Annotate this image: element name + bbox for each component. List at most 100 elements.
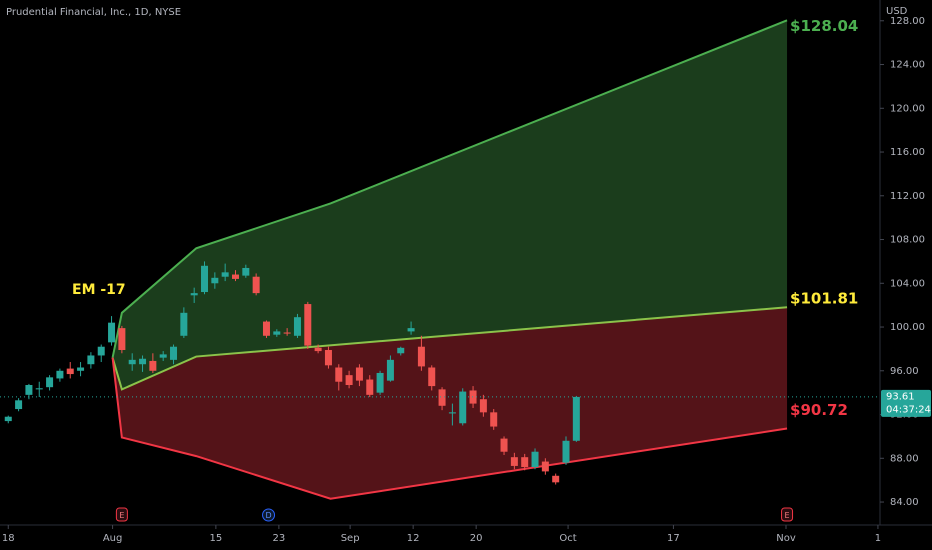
candle-body bbox=[35, 388, 43, 390]
candle-body bbox=[128, 359, 136, 365]
y-tick-label: 128.00 bbox=[890, 16, 925, 27]
candle-body bbox=[273, 331, 281, 335]
candle-body bbox=[479, 399, 487, 413]
candle-body bbox=[355, 367, 363, 381]
candle-body bbox=[87, 355, 95, 365]
candle-body bbox=[386, 359, 394, 381]
y-tick-label: 96.00 bbox=[890, 366, 919, 377]
candle-body bbox=[490, 412, 498, 427]
upper-band-line bbox=[111, 19, 788, 358]
candle-body bbox=[459, 391, 467, 424]
candle-body bbox=[314, 347, 322, 352]
candle-body bbox=[118, 328, 126, 350]
y-tick-label: 88.00 bbox=[890, 453, 919, 464]
candle-body bbox=[541, 461, 549, 472]
event-label: E bbox=[119, 511, 124, 520]
candle-body bbox=[335, 367, 343, 382]
candle-body bbox=[304, 304, 312, 346]
price-tag-value: 93.61 bbox=[886, 391, 915, 402]
lower-zone bbox=[112, 307, 788, 499]
chart-title: Prudential Financial, Inc., 1D, NYSE bbox=[6, 7, 181, 18]
y-tick-label: 112.00 bbox=[890, 191, 925, 202]
candle-body bbox=[448, 412, 456, 414]
x-tick-label: Oct bbox=[559, 533, 576, 544]
x-tick-label: 12 bbox=[407, 533, 420, 544]
candle-body bbox=[417, 346, 425, 367]
x-tick-label: 17 bbox=[667, 533, 680, 544]
dividend-marker bbox=[262, 508, 276, 522]
candle-body bbox=[170, 346, 178, 360]
candle-body bbox=[221, 272, 229, 277]
candle-body bbox=[139, 358, 147, 365]
candle-body bbox=[211, 277, 219, 284]
upper-band-label: $128.04 bbox=[790, 17, 858, 35]
event-label: D bbox=[265, 511, 271, 520]
candle-body bbox=[510, 457, 518, 466]
candle-body bbox=[521, 457, 529, 468]
candle-body bbox=[572, 396, 580, 441]
price-tag-countdown: 04:37:24 bbox=[886, 404, 931, 415]
candle-body bbox=[25, 385, 33, 395]
candle-body bbox=[397, 347, 405, 354]
candle-body bbox=[159, 354, 167, 358]
candle-body bbox=[500, 438, 508, 452]
x-tick-label: 1 bbox=[875, 533, 881, 544]
y-tick-label: 120.00 bbox=[890, 103, 925, 114]
candle-body bbox=[77, 367, 85, 371]
x-tick-label: Aug bbox=[103, 533, 123, 544]
y-tick-label: 108.00 bbox=[890, 235, 925, 246]
candle-body bbox=[190, 293, 198, 296]
x-tick-label: 15 bbox=[210, 533, 223, 544]
candle-body bbox=[438, 389, 446, 406]
x-tick-label: 20 bbox=[470, 533, 483, 544]
candle-body bbox=[97, 346, 105, 356]
x-tick-label: Nov bbox=[776, 533, 796, 544]
x-tick-label: 18 bbox=[2, 533, 15, 544]
y-tick-label: 116.00 bbox=[890, 147, 925, 158]
candle-body bbox=[149, 360, 157, 371]
candle-body bbox=[15, 400, 23, 410]
candle-body bbox=[552, 475, 560, 483]
earnings-marker bbox=[781, 507, 794, 522]
candle-body bbox=[46, 377, 54, 388]
candle-body bbox=[366, 379, 374, 395]
candle-body bbox=[56, 370, 64, 379]
upper-zone bbox=[112, 20, 788, 390]
y-tick-label: 124.00 bbox=[890, 60, 925, 71]
candle-body bbox=[531, 451, 539, 468]
candle-body bbox=[4, 416, 12, 422]
candle-body bbox=[252, 276, 260, 294]
earnings-marker bbox=[115, 507, 128, 522]
lower-band-line bbox=[111, 357, 788, 500]
candle-body bbox=[293, 317, 301, 336]
candle-body bbox=[242, 267, 250, 276]
lower-band-label: $90.72 bbox=[790, 401, 848, 419]
x-tick-label: Sep bbox=[341, 533, 360, 544]
candle-body bbox=[201, 265, 209, 293]
y-tick-label: 100.00 bbox=[890, 322, 925, 333]
event-label: E bbox=[785, 511, 790, 520]
candle-body bbox=[428, 367, 436, 387]
candle-body bbox=[376, 372, 384, 393]
currency: USD bbox=[886, 6, 908, 17]
candle-body bbox=[562, 440, 570, 463]
candle-body bbox=[108, 322, 116, 343]
x-tick-label: 23 bbox=[273, 533, 286, 544]
y-tick-label: 84.00 bbox=[890, 497, 919, 508]
price-tag bbox=[881, 389, 931, 417]
candle-body bbox=[407, 328, 415, 332]
middle-band-label: $101.81 bbox=[790, 290, 858, 308]
candle-body bbox=[66, 368, 74, 375]
middle-band-line bbox=[111, 306, 788, 391]
candle-body bbox=[345, 375, 353, 385]
candle-body bbox=[283, 332, 291, 334]
candle-body bbox=[231, 274, 239, 279]
candle-body bbox=[469, 390, 477, 404]
annotation: EM -17 bbox=[72, 282, 126, 298]
candle-body bbox=[262, 321, 270, 336]
candle-body bbox=[324, 350, 332, 366]
candle-body bbox=[180, 312, 188, 336]
y-tick-label: 104.00 bbox=[890, 278, 925, 289]
